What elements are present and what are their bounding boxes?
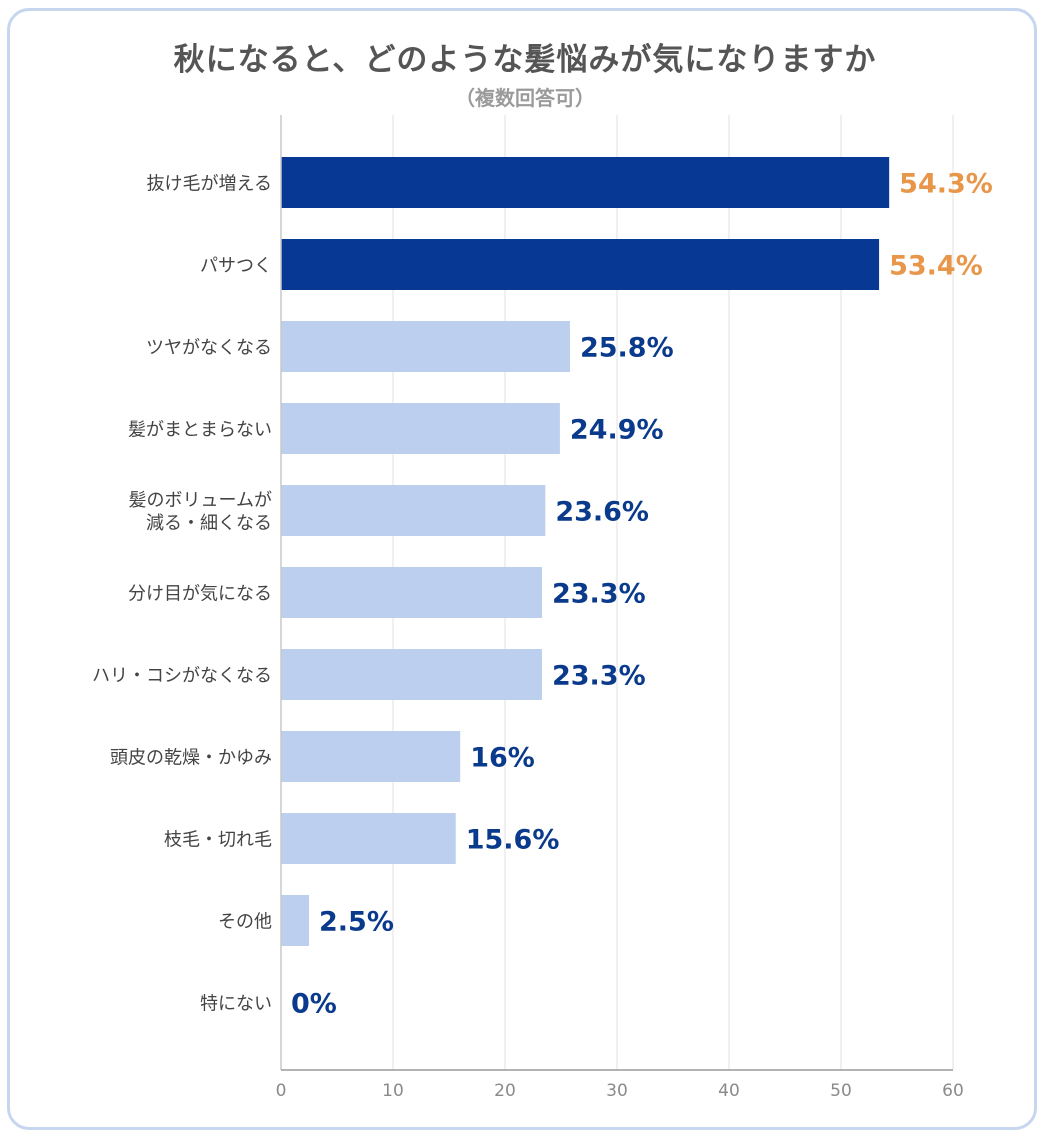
category-label: ハリ・コシがなくなる	[92, 666, 272, 687]
value-label: 23.6%	[555, 497, 649, 528]
category-label: 髪のボリュームが	[129, 489, 272, 511]
x-tick-label: 20	[494, 1081, 516, 1101]
x-tick-label: 50	[830, 1081, 852, 1101]
category-label: ツヤがなくなる	[146, 338, 272, 359]
category-label: 枝毛・切れ毛	[164, 830, 272, 851]
value-label: 0%	[291, 989, 337, 1020]
category-label: 特にない	[200, 994, 272, 1015]
value-label: 54.3%	[899, 169, 993, 200]
value-label: 16%	[470, 743, 535, 774]
value-label: 23.3%	[552, 661, 646, 692]
bar	[281, 649, 542, 700]
value-labels: 54.3% 53.4% 25.8% 24.9% 23.6% 23.3% 23.3% 16% 15…	[291, 169, 993, 1020]
category-label: その他	[218, 912, 272, 933]
category-labels: 抜け毛が増えるパサつくツヤがなくなる髪がまとまらない髪のボリュームが減る・細くな…	[92, 174, 272, 1015]
x-tick-label: 40	[718, 1081, 740, 1101]
bar	[281, 403, 560, 454]
category-label: 減る・細くなる	[146, 513, 272, 534]
chart-subtitle: （複数回答可）	[455, 86, 595, 110]
bar	[281, 567, 542, 618]
chart-title: 秋になると、どのような髪悩みが気になりますか	[173, 42, 877, 78]
x-tick-label: 60	[942, 1081, 964, 1101]
category-label: 髪がまとまらない	[128, 419, 272, 441]
bar	[281, 485, 546, 536]
value-label: 23.3%	[552, 579, 646, 610]
bar	[281, 321, 570, 372]
bar	[281, 157, 890, 208]
category-label: 頭皮の乾燥・かゆみ	[110, 748, 272, 769]
category-label: 分け目が気になる	[128, 584, 272, 605]
bar	[281, 813, 456, 864]
x-tick-label: 0	[276, 1081, 287, 1101]
value-label: 15.6%	[466, 825, 560, 856]
bars	[281, 157, 890, 946]
category-label: パサつく	[200, 256, 272, 277]
value-label: 24.9%	[570, 415, 664, 446]
bar	[281, 731, 461, 782]
bar	[281, 895, 309, 946]
value-label: 2.5%	[319, 907, 394, 938]
x-tick-label: 30	[606, 1081, 628, 1101]
x-axis: 0 10 20 30 40 50 60	[276, 115, 964, 1101]
x-tick-label: 10	[382, 1081, 404, 1101]
category-label: 抜け毛が増える	[147, 174, 272, 195]
value-label: 25.8%	[580, 333, 674, 364]
bar	[281, 239, 880, 290]
value-label: 53.4%	[889, 251, 983, 282]
